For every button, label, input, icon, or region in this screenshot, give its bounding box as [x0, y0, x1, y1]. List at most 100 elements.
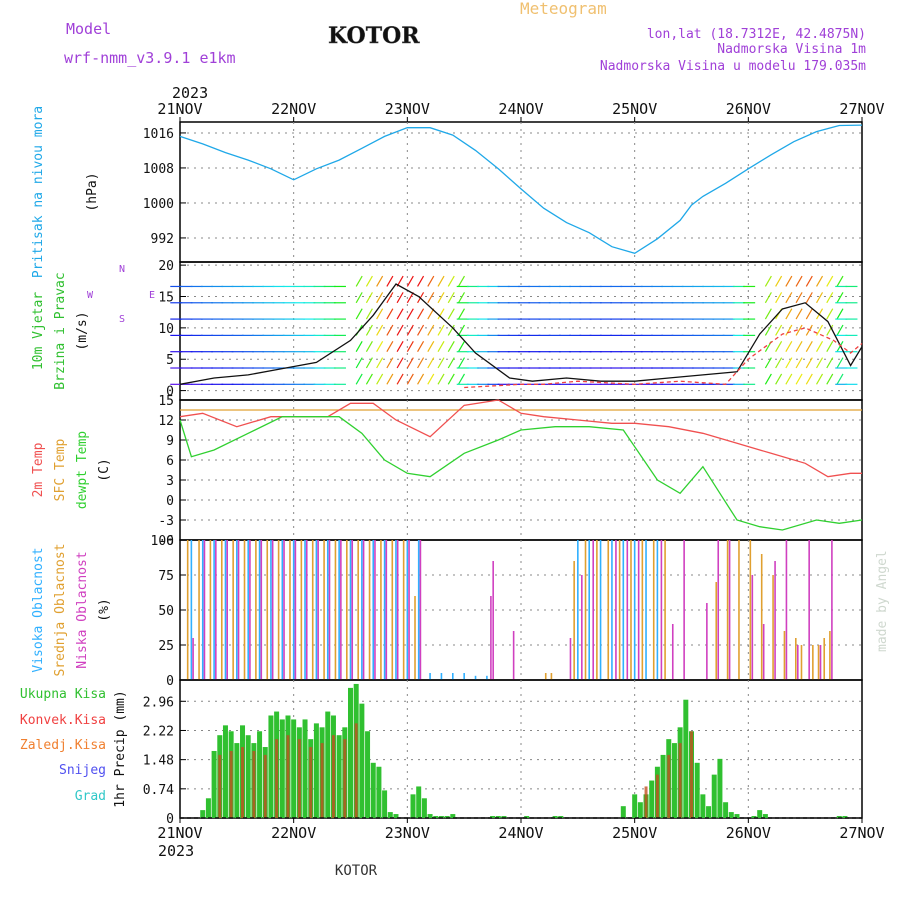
precip-total-bar [205, 798, 211, 818]
precip-total-bar [711, 774, 717, 818]
wind-arrow [376, 341, 384, 353]
date-label-bottom: 27NOV [839, 824, 884, 842]
compass-e: E [149, 290, 155, 301]
elevation-text: Nadmorska Visina 1m [717, 42, 866, 57]
wind-arrow [816, 324, 824, 336]
precip-total-bar [211, 750, 217, 818]
precip-total-bar [762, 814, 768, 818]
wind-arrow [826, 275, 834, 287]
wind-ytick-label: 20 [158, 259, 174, 274]
precip-total-bar [387, 812, 393, 818]
wind-arrow [836, 324, 844, 336]
precip-total-bar [501, 816, 507, 818]
cloud-ylabel: Srednja Oblacnost [53, 543, 68, 676]
compass-w: W [87, 290, 94, 301]
wind-arrow [406, 373, 414, 385]
temperature-ytick-label: 0 [166, 494, 174, 509]
date-label-top: 25NOV [612, 100, 657, 118]
wind-arrow [437, 373, 445, 385]
credit-text: made by Angel [875, 550, 890, 652]
wind-arrow [355, 341, 363, 353]
precip-total-bar [671, 743, 677, 818]
precip-conv-bar [320, 743, 324, 818]
precip-conv-bar [275, 739, 279, 818]
wind-arrow [795, 308, 803, 320]
wind-arrow [836, 357, 844, 369]
station-title: KOTOR [328, 23, 420, 49]
precip-total-bar [660, 754, 666, 818]
precip-total-bar [490, 816, 496, 818]
cloud-ylabel: (%) [97, 598, 112, 621]
date-label-top: 24NOV [498, 100, 543, 118]
precip-total-bar [410, 794, 416, 818]
wind-arrow [417, 341, 425, 353]
wind-arrow [826, 341, 834, 353]
precip-conv-bar [354, 723, 358, 818]
wind-arrow [365, 357, 373, 369]
wind-arrow [795, 373, 803, 385]
precip-total-bar [393, 814, 399, 818]
temp-2m-line [179, 399, 862, 478]
wind-arrow [785, 341, 793, 353]
wind-arrow [427, 292, 435, 304]
wind-arrow [836, 341, 844, 353]
wind-arrow [406, 324, 414, 336]
precip-total-bar [444, 816, 450, 818]
pressure-ytick-label: 992 [151, 232, 174, 247]
precip-total-bar [325, 711, 331, 818]
wind-arrow [836, 275, 844, 287]
wind-arrow [355, 275, 363, 287]
precip-total-bar [376, 766, 382, 818]
wind-arrow [447, 324, 455, 336]
wind-arrow [365, 275, 373, 287]
precip-ytick-label: 2.22 [143, 724, 174, 739]
wind-arrow [396, 308, 404, 320]
wind-arrow [437, 324, 445, 336]
date-label-bottom: 25NOV [612, 824, 657, 842]
date-label-top: 26NOV [726, 100, 771, 118]
wind-arrow [775, 324, 783, 336]
precip-ytick-label: 1.48 [143, 754, 174, 769]
precip-total-bar [382, 790, 388, 818]
precip-total-bar [632, 794, 638, 818]
precip-total-bar [438, 816, 444, 818]
precip-total-bar [365, 731, 371, 818]
wind-arrow [396, 292, 404, 304]
precip-total-bar [421, 798, 427, 818]
wind-arrow [836, 373, 844, 385]
wind-arrow [795, 341, 803, 353]
precip-total-bar [245, 735, 251, 818]
compass-s: S [119, 314, 125, 325]
precip-total-bar [433, 816, 439, 818]
wind-ylabel: 10m Vjetar [31, 292, 46, 370]
precip-total-bar [706, 806, 712, 818]
precip-conv-bar [263, 754, 267, 818]
temperature-ytick-label: 3 [166, 474, 174, 489]
wind-arrow [785, 324, 793, 336]
precip-total-bar [649, 780, 655, 818]
wind-arrow [406, 292, 414, 304]
wind-arrow [805, 357, 813, 369]
precip-conv-bar [644, 786, 648, 818]
precip-ytick-label: 2.96 [143, 695, 174, 710]
cloud-ylabel: Visoka Oblacnost [31, 547, 46, 672]
wind-arrow [355, 373, 363, 385]
wind-arrow [365, 324, 373, 336]
pressure-ylabel: Pritisak na nivou mora [31, 106, 46, 278]
wind-ytick-label: 15 [158, 291, 174, 306]
precip-total-bar [620, 806, 626, 818]
wind-arrow [447, 373, 455, 385]
wind-arrow [805, 373, 813, 385]
wind-ytick-label: 0 [166, 385, 174, 400]
precip-total-bar [524, 816, 530, 818]
model-name: wrf-nmm_v3.9.1 e1km [64, 49, 236, 67]
wind-arrow [437, 341, 445, 353]
precip-total-bar [222, 725, 228, 818]
wind-arrow [457, 308, 466, 320]
precip-total-bar [257, 731, 263, 818]
precip-conv-bar [343, 739, 347, 818]
precip-total-bar [348, 687, 353, 818]
wind-arrow [457, 341, 466, 353]
precip-total-bar [302, 719, 308, 818]
